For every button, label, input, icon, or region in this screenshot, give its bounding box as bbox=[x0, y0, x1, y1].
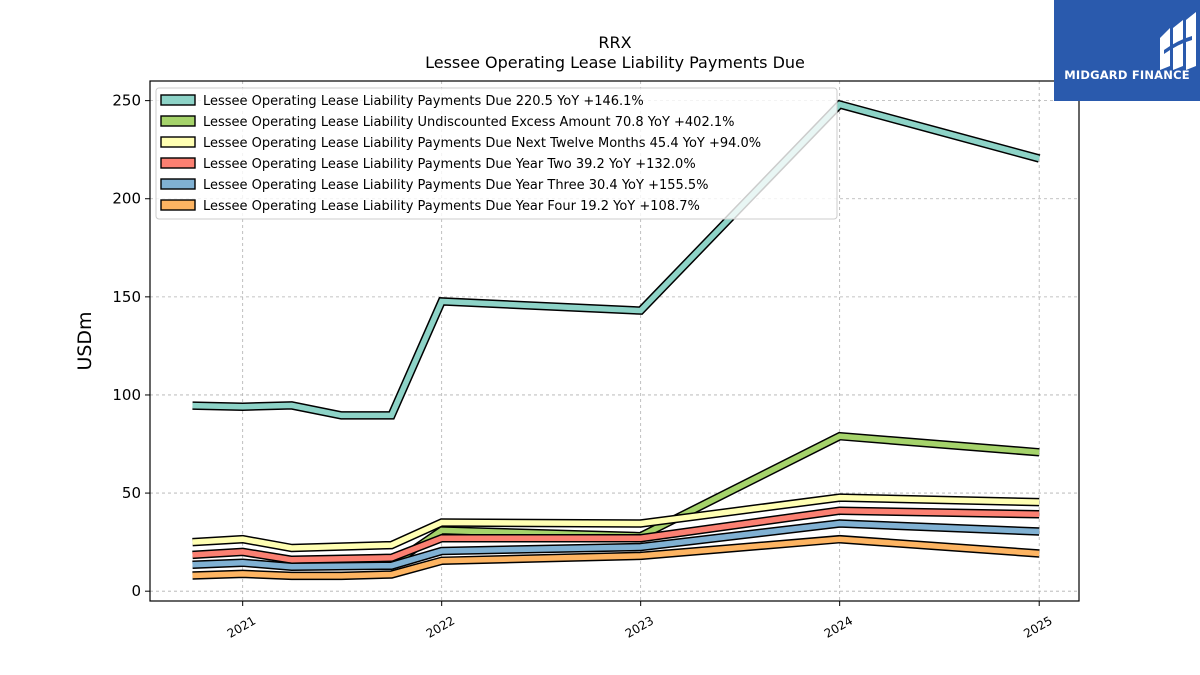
y-tick-label: 50 bbox=[122, 484, 141, 502]
series-line bbox=[192, 520, 1040, 570]
y-tick-label: 100 bbox=[112, 386, 141, 404]
y-tick-label: 0 bbox=[131, 582, 141, 600]
x-tick-label: 2024 bbox=[822, 613, 855, 640]
legend-swatch bbox=[160, 199, 196, 211]
legend: Lessee Operating Lease Liability Payment… bbox=[155, 87, 838, 220]
legend-swatch bbox=[160, 178, 196, 190]
legend-box bbox=[155, 87, 838, 220]
legend-entry-label: Lessee Operating Lease Liability Payment… bbox=[203, 94, 644, 109]
legend-entry-label: Lessee Operating Lease Liability Payment… bbox=[203, 157, 696, 172]
series-line bbox=[192, 507, 1040, 563]
legend-swatch bbox=[160, 115, 196, 127]
series-line bbox=[192, 536, 1040, 579]
legend-entry-label: Lessee Operating Lease Liability Payment… bbox=[203, 136, 761, 151]
chart-subtitle: Lessee Operating Lease Liability Payment… bbox=[425, 53, 805, 72]
y-tick-label: 200 bbox=[112, 190, 141, 208]
x-tick-label: 2025 bbox=[1021, 613, 1054, 640]
x-tick-label: 2023 bbox=[623, 613, 656, 640]
y-axis-label: USDm bbox=[74, 311, 96, 370]
legend-swatch bbox=[160, 94, 196, 106]
brand-mark-icon bbox=[1160, 12, 1196, 70]
x-tick-label: 2022 bbox=[424, 613, 457, 640]
legend-entry-label: Lessee Operating Lease Liability Undisco… bbox=[203, 115, 734, 130]
brand-name: MIDGARD FINANCE bbox=[1064, 68, 1190, 82]
x-tick-label: 2021 bbox=[225, 613, 258, 640]
legend-entry-label: Lessee Operating Lease Liability Payment… bbox=[203, 199, 700, 214]
y-tick-label: 150 bbox=[112, 288, 141, 306]
series-line bbox=[192, 494, 1040, 551]
plot-frame bbox=[149, 80, 1080, 602]
chart-title: RRX bbox=[598, 33, 631, 52]
legend-swatch bbox=[160, 157, 196, 169]
y-tick-label: 250 bbox=[112, 92, 141, 110]
legend-swatch bbox=[160, 136, 196, 148]
legend-entry-label: Lessee Operating Lease Liability Payment… bbox=[203, 178, 709, 193]
brand-logo: MIDGARD FINANCE bbox=[1054, 0, 1200, 101]
